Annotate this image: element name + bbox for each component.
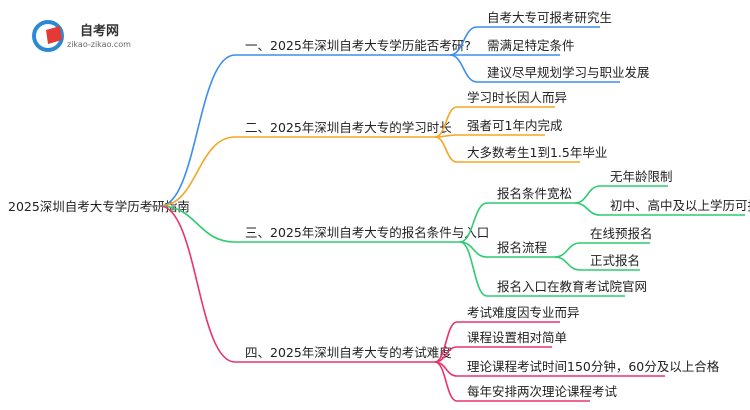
child-connector xyxy=(459,241,488,297)
branch-connector xyxy=(159,205,236,243)
child-connector xyxy=(449,54,478,83)
logo-url: zikao-zikao.com xyxy=(67,40,131,49)
logo-name: 自考网 xyxy=(80,23,119,39)
branch-connector xyxy=(159,205,236,363)
logo: 自考网 zikao-zikao.com xyxy=(32,20,131,52)
child-connector xyxy=(449,26,478,56)
child-node[interactable]: 报名条件宽松 xyxy=(497,186,572,201)
branch-2[interactable]: 二、2025年深圳自考大专的学习时长 xyxy=(245,120,452,135)
branch-1[interactable]: 一、2025年深圳自考大专学历能否考研? xyxy=(245,38,471,53)
logo-ring-icon xyxy=(32,20,64,52)
child-node[interactable]: 考试难度因专业而异 xyxy=(467,305,580,320)
grandchild-node[interactable]: 在线预报名 xyxy=(590,226,653,241)
root-node: 2025深圳自考大专学历考研指南 xyxy=(8,199,190,214)
child-node[interactable]: 报名流程 xyxy=(497,240,548,255)
child-node[interactable]: 强者可1年内完成 xyxy=(467,118,562,133)
grandchild-connector xyxy=(554,242,581,258)
child-node[interactable]: 需满足特定条件 xyxy=(487,38,575,53)
child-node[interactable]: 报名入口在教育考试院官网 xyxy=(497,279,647,294)
child-node[interactable]: 学习时长因人而异 xyxy=(467,90,567,105)
child-node[interactable]: 理论课程考试时间150分钟，60分及以上合格 xyxy=(467,359,720,374)
grandchild-node[interactable]: 正式报名 xyxy=(590,253,640,268)
grandchild-connector xyxy=(574,202,601,216)
grandchild-connector xyxy=(554,256,581,271)
child-connector xyxy=(434,136,458,163)
child-node[interactable]: 建议尽早规划学习与职业发展 xyxy=(487,65,650,80)
child-connector xyxy=(434,106,458,138)
branch-4[interactable]: 四、2025年深圳自考大专的考试难度 xyxy=(245,345,452,360)
child-connector xyxy=(434,361,458,402)
branch-connector xyxy=(159,136,236,207)
child-node[interactable]: 自考大专可报考研究生 xyxy=(487,10,612,25)
branch-3[interactable]: 三、2025年深圳自考大专的报名条件与入口 xyxy=(245,225,489,240)
branch-connector xyxy=(159,54,236,207)
grandchild-node[interactable]: 无年龄限制 xyxy=(610,169,673,184)
child-connector xyxy=(434,321,458,363)
child-node[interactable]: 每年安排两次理论课程考试 xyxy=(467,384,618,399)
logo-cap-icon xyxy=(46,26,62,44)
child-node[interactable]: 大多数考生1到1.5年毕业 xyxy=(467,145,607,160)
child-connector xyxy=(459,202,488,243)
child-node[interactable]: 课程设置相对简单 xyxy=(467,330,567,345)
grandchild-connector xyxy=(574,185,601,204)
